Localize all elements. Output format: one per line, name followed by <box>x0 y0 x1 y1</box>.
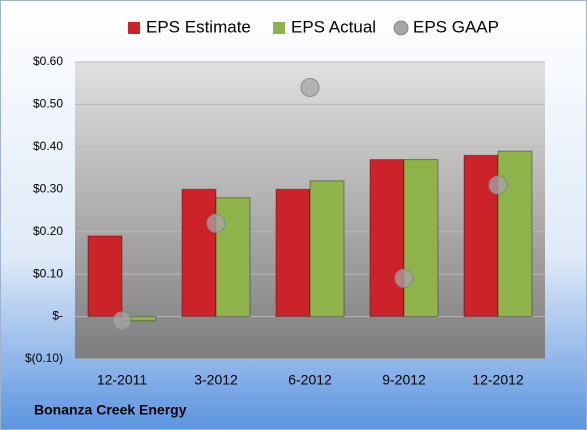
legend-swatch <box>393 20 409 36</box>
x-tick-label: 12-2012 <box>472 372 524 388</box>
point <box>112 311 132 331</box>
x-tick-label: 6-2012 <box>288 372 332 388</box>
y-tick-label: $0.20 <box>33 224 63 238</box>
point <box>300 77 320 97</box>
y-tick-label: $0.10 <box>33 266 63 280</box>
y-tick-label: $0.40 <box>33 139 63 153</box>
y-tick-label: $0.30 <box>33 181 63 195</box>
legend-label: EPS Actual <box>291 17 376 36</box>
chart-title: Bonanza Creek Energy <box>34 402 187 418</box>
bar <box>87 235 123 318</box>
bar <box>181 188 217 318</box>
x-tick-label: 9-2012 <box>382 372 426 388</box>
bar <box>369 159 405 318</box>
legend-swatch <box>128 22 140 34</box>
x-tick-label: 12-2011 <box>97 372 148 388</box>
y-tick-label: $(0.10) <box>25 351 63 365</box>
bar <box>309 180 345 318</box>
legend-swatch <box>273 22 285 34</box>
point <box>394 268 414 288</box>
y-tick-label: $0.50 <box>33 97 63 111</box>
legend-label: EPS Estimate <box>146 17 251 36</box>
bar <box>497 150 533 318</box>
legend: EPS Estimate EPS Actual EPS GAAP <box>128 17 499 36</box>
point <box>488 175 508 195</box>
bar <box>403 159 439 318</box>
y-tick-label: $- <box>52 309 63 323</box>
legend-label: EPS GAAP <box>413 17 499 36</box>
bar <box>275 188 311 318</box>
point <box>206 213 226 233</box>
x-tick-label: 3-2012 <box>194 372 238 388</box>
y-tick-label: $0.60 <box>33 54 63 68</box>
